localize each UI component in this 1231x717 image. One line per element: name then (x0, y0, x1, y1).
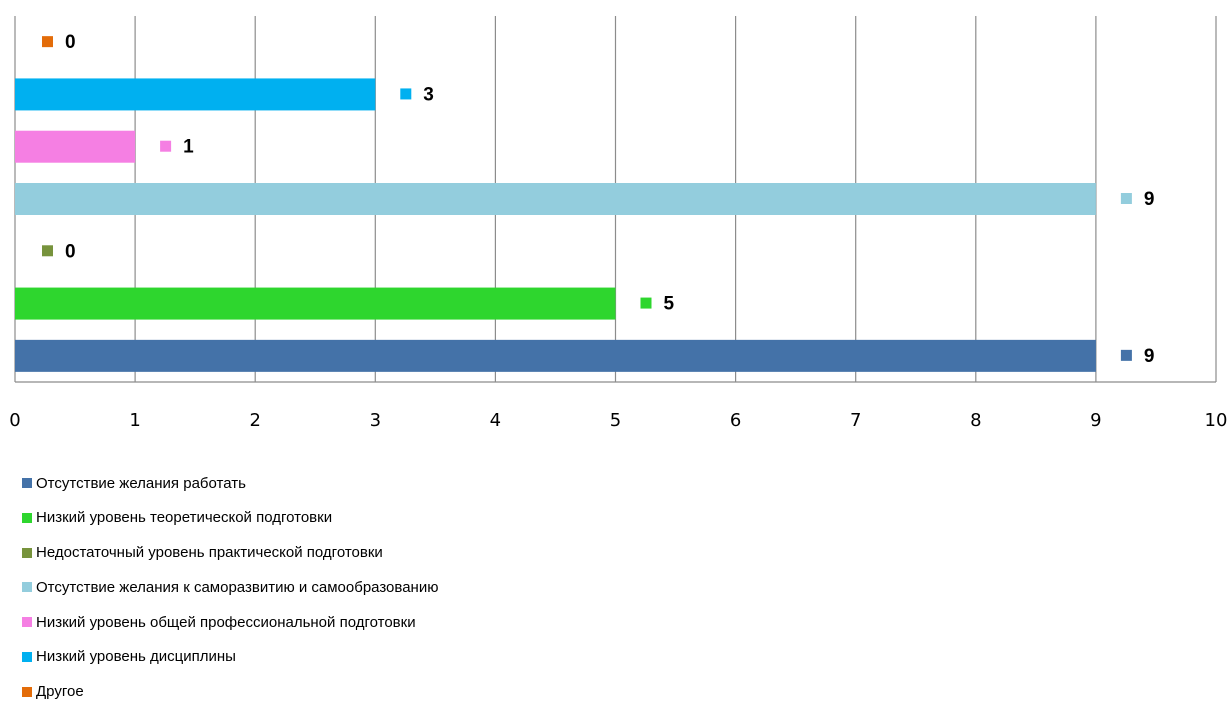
chart-data-labels: 9 5 0 9 1 3 0 (42, 32, 1154, 367)
legend-label-3: Отсутствие желания к саморазвитию и само… (36, 578, 439, 596)
x-tick-label-1: 1 (129, 410, 140, 431)
legend-swatch-1 (22, 512, 32, 523)
chart-x-ticks: 0 1 2 3 4 5 6 7 8 9 10 (9, 410, 1227, 431)
data-label-marker-2 (42, 245, 53, 257)
x-tick-label-3: 3 (370, 410, 381, 431)
bar-chart: 9 5 0 9 1 3 0 0 1 2 3 4 5 6 7 8 9 10 (9, 16, 1227, 431)
x-tick-label-9: 9 (1090, 410, 1101, 431)
legend-label-0: Отсутствие желания работать (36, 474, 246, 492)
data-label-marker-6 (42, 36, 53, 48)
bar-4 (15, 130, 136, 163)
x-tick-label-10: 10 (1205, 410, 1228, 431)
x-tick-label-4: 4 (490, 410, 501, 431)
data-label-marker-4 (160, 140, 172, 152)
legend-swatch-4 (22, 617, 32, 628)
data-label-marker-3 (1120, 193, 1132, 204)
data-label-6: 0 (65, 32, 76, 53)
legend-swatch-0 (22, 478, 32, 488)
legend-item-5: Низкий уровень дисциплины (22, 644, 438, 670)
legend-swatch-6 (22, 686, 32, 697)
data-label-marker-1 (640, 297, 652, 309)
legend-label-2: Недостаточный уровень практической подго… (36, 544, 383, 562)
x-tick-label-8: 8 (970, 410, 981, 431)
chart-bars (15, 78, 1096, 372)
legend-label-5: Низкий уровень дисциплины (36, 648, 236, 666)
data-label-2: 0 (65, 241, 76, 262)
legend-item-3: Отсутствие желания к саморазвитию и само… (22, 574, 438, 600)
legend-item-4: Низкий уровень общей профессиональной по… (22, 609, 438, 635)
legend-label-4: Низкий уровень общей профессиональной по… (36, 613, 416, 631)
legend-item-0: Отсутствие желания работать (22, 470, 438, 496)
legend-item-6: Другое (22, 679, 438, 705)
bar-0 (15, 339, 1096, 372)
legend-swatch-5 (22, 651, 32, 662)
x-tick-label-2: 2 (249, 410, 260, 431)
data-label-0: 9 (1144, 346, 1155, 367)
x-tick-label-6: 6 (730, 410, 741, 431)
chart-legend: Отсутствие желания работать Низкий уровен… (22, 470, 438, 714)
legend-label-1: Низкий уровень теоретической подготовки (36, 509, 333, 527)
data-label-marker-5 (400, 88, 412, 100)
bar-3 (15, 183, 1096, 215)
x-tick-label-5: 5 (610, 410, 621, 431)
legend-swatch-3 (22, 582, 32, 593)
data-label-5: 3 (423, 84, 434, 105)
legend-label-6: Другое (36, 683, 84, 701)
bar-5 (15, 78, 376, 111)
legend-swatch-2 (22, 547, 32, 558)
x-tick-label-7: 7 (850, 410, 861, 431)
data-label-1: 5 (664, 294, 675, 315)
bar-1 (15, 287, 616, 320)
data-label-4: 1 (183, 137, 194, 158)
data-label-3: 9 (1144, 189, 1155, 210)
legend-item-1: Низкий уровень теоретической подготовки (22, 505, 438, 531)
data-label-marker-0 (1120, 349, 1132, 361)
legend-item-2: Недостаточный уровень практической подго… (22, 540, 438, 566)
x-tick-label-0: 0 (9, 410, 20, 431)
